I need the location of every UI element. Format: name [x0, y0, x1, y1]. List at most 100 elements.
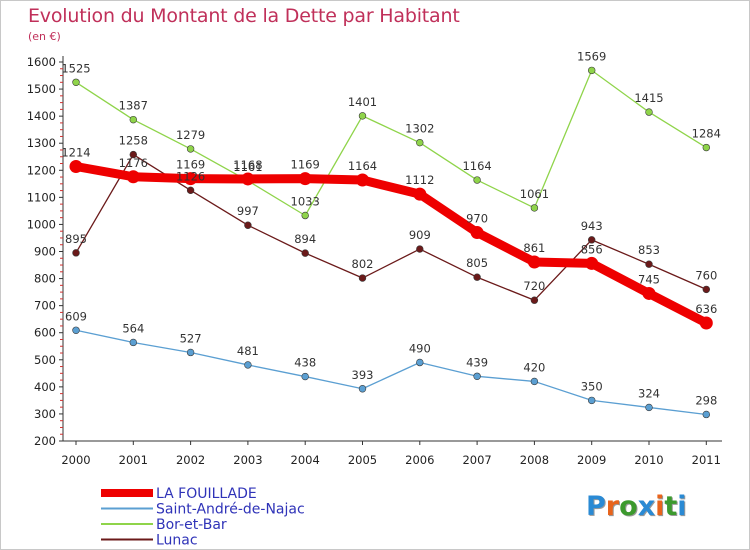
data-label: 1164: [462, 159, 491, 173]
x-tick-label: 2010: [634, 453, 663, 467]
data-label: 894: [294, 232, 316, 246]
y-tick-label: 900: [34, 245, 56, 259]
data-point: [473, 372, 481, 380]
logo-letter: i: [677, 491, 687, 522]
data-label: 805: [466, 256, 488, 270]
data-label: 1061: [520, 187, 549, 201]
series-line-3: [75, 153, 707, 301]
data-label: 1387: [119, 99, 148, 113]
data-label: 1168: [233, 158, 262, 172]
data-label: 420: [523, 360, 545, 374]
y-tick-label: 400: [34, 380, 56, 394]
data-label: 909: [409, 228, 431, 242]
data-label: 1161: [233, 160, 262, 174]
data-point: [129, 115, 138, 124]
data-point: [416, 245, 424, 253]
data-point: [587, 236, 596, 244]
data-point: [530, 296, 539, 304]
x-tick-label: 2006: [405, 453, 434, 467]
y-tick-label: 1400: [27, 109, 56, 123]
data-point: [241, 172, 255, 186]
data-label: 350: [581, 379, 603, 393]
x-tick-label: 2005: [348, 453, 377, 467]
data-point: [416, 138, 424, 147]
data-point: [69, 159, 83, 173]
logo-letter: P: [586, 491, 606, 522]
data-label: 1169: [291, 158, 320, 172]
x-tick-label: 2002: [176, 453, 205, 467]
data-label: 1401: [348, 95, 377, 109]
series-line-2: [75, 69, 707, 217]
data-label: 720: [523, 279, 545, 293]
legend-label: LA FOUILLADE: [156, 486, 257, 502]
x-tick-label: 2003: [233, 453, 262, 467]
data-point: [699, 316, 713, 330]
legend-label: Saint-André-de-Najac: [156, 502, 305, 518]
data-label: 1033: [291, 194, 320, 208]
data-label: 802: [352, 257, 374, 271]
data-point: [186, 186, 195, 195]
data-label: 1126: [176, 169, 205, 183]
data-label: 760: [695, 268, 717, 282]
data-point: [356, 173, 369, 187]
x-tick-label: 2007: [462, 453, 491, 467]
data-point: [72, 78, 80, 87]
y-tick-label: 700: [34, 299, 56, 313]
x-tick-label: 2011: [692, 453, 721, 467]
data-label: 439: [466, 355, 488, 369]
data-point: [358, 385, 367, 393]
data-label: 393: [352, 368, 374, 382]
data-point: [642, 286, 656, 300]
data-point: [72, 326, 80, 334]
data-label: 861: [523, 241, 545, 255]
series-line-1: [75, 329, 707, 416]
data-label: 1169: [176, 158, 205, 172]
data-point: [244, 361, 252, 369]
data-point: [645, 403, 653, 412]
data-point: [129, 338, 138, 347]
legend-label: Lunac: [156, 533, 198, 549]
logo-letter: t: [664, 491, 678, 522]
chart-title: Evolution du Montant de la Dette par Hab…: [28, 5, 460, 27]
data-label: 636: [695, 302, 717, 316]
data-point: [702, 410, 710, 419]
y-tick-label: 300: [34, 407, 56, 421]
data-label: 1302: [405, 122, 434, 136]
data-label: 1176: [119, 156, 148, 170]
data-label: 1525: [61, 61, 90, 75]
data-label: 856: [581, 242, 603, 256]
data-label: 1164: [348, 159, 377, 173]
data-label: 997: [237, 204, 259, 218]
x-tick-label: 2009: [577, 453, 606, 467]
data-label: 564: [122, 321, 144, 335]
data-point: [301, 249, 309, 257]
data-label: 1112: [405, 173, 434, 187]
data-label: 609: [65, 309, 87, 323]
x-tick-label: 2000: [61, 453, 90, 467]
logo-letter: r: [605, 491, 620, 522]
y-tick-label: 1000: [27, 217, 56, 231]
data-label: 438: [294, 356, 316, 370]
data-point: [473, 273, 481, 281]
data-point: [587, 396, 596, 405]
data-point: [244, 221, 252, 229]
data-point: [358, 274, 367, 282]
data-point: [702, 285, 710, 294]
data-label: 1284: [692, 127, 721, 141]
data-point: [416, 358, 424, 367]
data-label: 745: [638, 272, 660, 286]
data-point: [645, 260, 653, 268]
data-point: [126, 170, 140, 184]
data-label: 527: [180, 331, 202, 345]
logo-letter: o: [619, 491, 638, 522]
data-point: [129, 150, 138, 159]
y-tick-label: 200: [34, 434, 56, 448]
logo-letter: i: [655, 491, 665, 522]
data-point: [413, 187, 427, 201]
data-point: [358, 112, 367, 120]
data-point: [530, 377, 539, 386]
data-label: 1569: [577, 49, 606, 63]
data-point: [473, 176, 481, 184]
